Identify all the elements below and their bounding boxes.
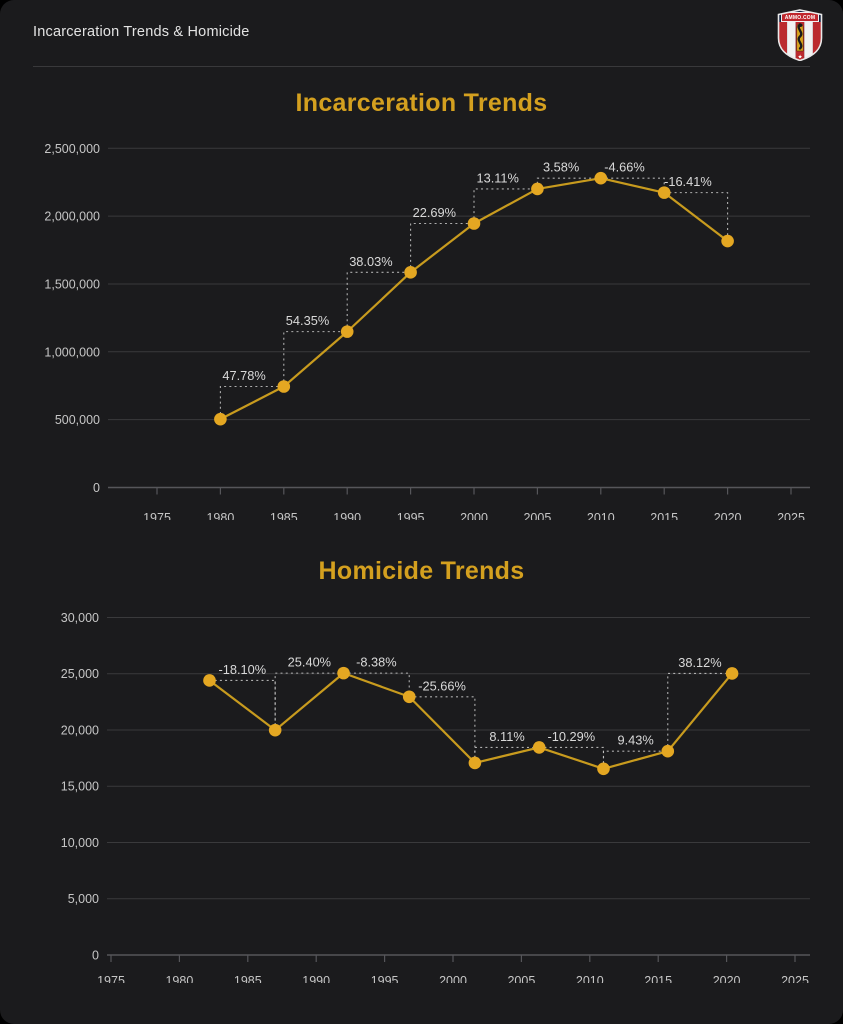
x-tick-label: 2020 [713,974,741,983]
x-tick-label: 2015 [650,511,678,520]
y-tick-label: 0 [93,481,100,495]
pct-change-label: 3.58% [543,160,579,175]
data-point[interactable] [467,217,481,230]
x-tick-label: 1980 [206,511,234,520]
pct-change-label: 9.43% [617,733,653,748]
logo-banner [781,12,819,22]
pct-change-label: 13.11% [476,170,518,185]
ammo-logo: AMMO.COM ★ [777,9,823,61]
homicide-trends-chart: 30,000 25,000 20,000 15,000 10,000 5,000 0 1975… [61,611,810,983]
shield-body: AMMO.COM ★ [778,10,822,61]
data-point[interactable] [594,171,608,185]
pct-change-label: 54.35% [286,313,329,328]
pct-change-label: -10.29% [547,729,595,744]
pct-connector [343,672,410,697]
snake-head [798,23,803,27]
header-divider [33,66,810,67]
pct-connector [410,222,474,273]
trend-line [219,177,729,421]
pct-change-label: -4.66% [604,160,645,175]
x-tick-label: 1985 [234,974,262,983]
x-tick-label: 1990 [333,511,361,520]
data-point[interactable] [661,744,675,758]
x-tick-label: 1985 [270,511,298,520]
x-tick-label: 1980 [165,974,193,983]
pct-connector [536,177,601,189]
chart-title-incarceration: Incarceration Trends [295,89,548,117]
pct-change-label: 25.40% [288,655,331,670]
data-point[interactable] [404,266,417,279]
x-tick-label: 2025 [781,974,809,983]
y-tick-label: 5,000 [68,892,99,906]
data-point[interactable] [597,762,610,776]
snake-icon [797,23,803,50]
data-point[interactable] [203,674,216,687]
x-tick-label: 2015 [644,974,672,983]
y-tick-label: 25,000 [61,667,99,681]
data-point[interactable] [657,186,671,199]
pct-connector [664,192,729,242]
trend-line [208,672,733,770]
x-tick-label: 2010 [587,511,615,520]
page-title: Incarceration Trends & Homicide [33,24,250,40]
pct-change-label: -25.66% [418,678,466,693]
x-tick-label: 2005 [507,974,535,983]
y-tick-label: 15,000 [61,780,99,794]
x-tick-label: 1990 [302,974,330,983]
data-point[interactable] [214,412,227,426]
pct-change-label: 47.78% [222,368,265,383]
pct-change-label: 38.03% [349,254,392,269]
pct-connector [474,746,540,763]
y-tick-label: 0 [92,949,99,963]
pct-connector [219,385,284,420]
y-tick-label: 1,500,000 [44,277,100,291]
pct-change-label: -8.38% [356,655,397,670]
pct-connector [409,696,476,763]
pct-change-label: 22.69% [413,205,456,220]
x-tick-label: 2020 [714,511,742,520]
x-tick-label: 1995 [371,974,399,983]
data-point[interactable] [532,741,546,754]
data-point[interactable] [268,723,282,737]
shield-border [777,9,823,61]
pct-change-label: 38.12% [678,655,721,670]
x-tick-label: 2005 [523,511,551,520]
x-tick-label: 2010 [576,974,604,983]
x-tick-label: 1995 [397,511,425,520]
data-point[interactable] [402,690,416,704]
incarceration-trends-chart: 2,500,000 2,000,000 1,500,000 1,000,000 500,… [44,142,810,520]
pct-change-label: 8.11% [489,729,524,744]
data-point[interactable] [337,666,350,680]
chart-title-homicide: Homicide Trends [318,557,525,585]
y-tick-label: 30,000 [61,611,99,625]
y-tick-label: 2,000,000 [44,210,100,224]
x-tick-label: 2000 [460,511,488,520]
data-point[interactable] [468,756,482,770]
pct-connector [667,672,733,752]
y-tick-label: 10,000 [61,836,99,850]
pct-connector [473,188,538,224]
y-tick-label: 1,000,000 [44,345,100,359]
logo-banner-text: AMMO.COM [785,15,815,21]
x-tick-label: 2000 [439,974,467,983]
star-icon: ★ [798,55,803,61]
y-tick-label: 500,000 [55,413,100,427]
data-point[interactable] [721,234,734,248]
data-point[interactable] [531,182,544,196]
y-tick-label: 2,500,000 [44,142,100,156]
data-point[interactable] [340,325,354,338]
x-tick-label: 2025 [777,511,805,520]
x-tick-label: 1975 [97,974,125,983]
data-point[interactable] [725,667,739,680]
data-point[interactable] [277,380,291,393]
pct-change-label: -16.41% [664,174,712,189]
pct-change-label: -18.10% [218,662,266,677]
x-tick-label: 1975 [143,511,171,520]
y-tick-label: 20,000 [61,723,99,737]
